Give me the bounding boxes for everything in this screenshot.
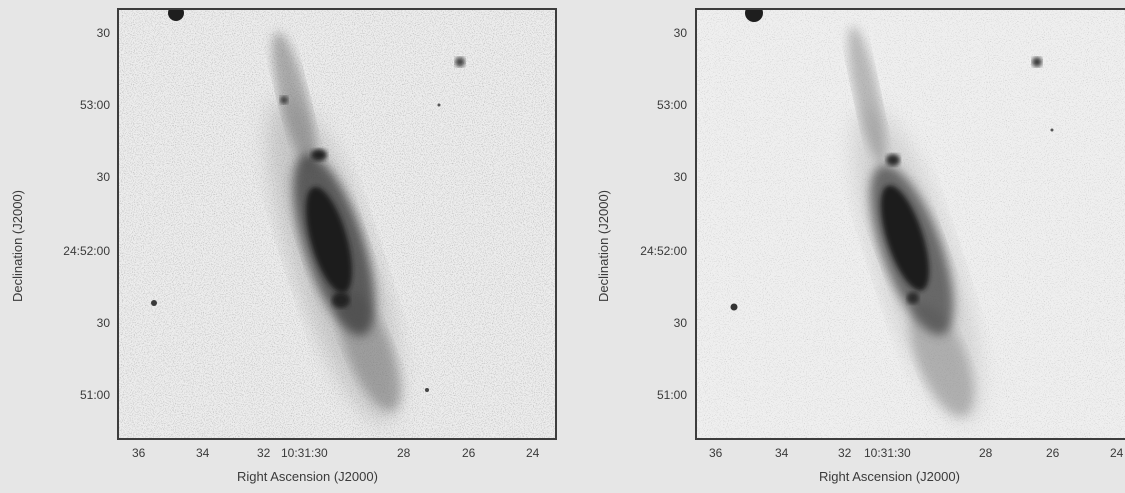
y-tick-label: 51:00 [79,388,110,402]
galaxy-arm [910,303,974,417]
x-tick-label: 34 [775,446,789,460]
galaxy-image [697,10,1125,438]
x-tick-label: 26 [1046,446,1060,460]
star [280,96,288,104]
y-tick-label: 30 [96,170,110,184]
x-axis-label: Right Ascension (J2000) [237,469,378,484]
star [1050,128,1054,132]
x-tick-label: 32 [257,446,271,460]
star [1032,57,1042,67]
star [151,300,157,306]
y-tick-label: 51:00 [656,388,687,402]
image-panel-left: Declination (J2000) [0,0,560,493]
x-tick-label: 28 [397,446,411,460]
y-tick-label: 24:52:00 [63,244,110,258]
y-tick-label: 30 [673,170,687,184]
star [425,388,429,392]
x-tick-label: 26 [462,446,476,460]
star [745,10,763,22]
x-tick-label: 32 [838,446,852,460]
star [168,10,184,21]
x-tick-label: 36 [709,446,723,460]
y-axis-label: Declination (J2000) [10,189,25,302]
x-tick-label: 10:31:30 [864,446,911,460]
x-tick-label: 34 [196,446,210,460]
x-tick-label: 24 [526,446,540,460]
x-tick-label: 10:31:30 [281,446,328,460]
galaxy-core [880,185,930,291]
y-tick-label: 30 [673,26,687,40]
star [437,103,441,107]
galaxy-image-frame [695,8,1125,440]
galaxy-core [305,186,353,294]
y-tick-label: 30 [673,316,687,330]
y-tick-label: 24:52:00 [640,244,687,258]
y-tick-label: 53:00 [79,98,110,112]
image-panel-right: Declination (J2000) [562,0,1125,493]
galaxy-arm [272,31,316,169]
y-tick-label: 30 [96,26,110,40]
y-axis-label: Declination (J2000) [596,189,611,302]
galaxy-image [119,10,555,438]
star [730,303,738,311]
star [455,57,465,67]
galaxy-arm [848,26,886,164]
x-tick-label: 28 [979,446,993,460]
y-tick-label: 53:00 [656,98,687,112]
galaxy-image-frame [117,8,557,440]
x-axis-label: Right Ascension (J2000) [819,469,960,484]
x-tick-label: 24 [1110,446,1124,460]
y-tick-label: 30 [96,316,110,330]
x-tick-label: 36 [132,446,146,460]
